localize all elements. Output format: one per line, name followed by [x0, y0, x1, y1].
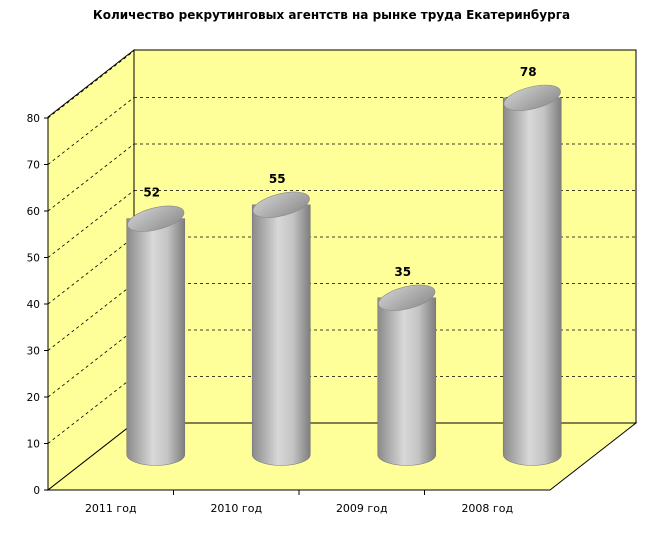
value-label: 35 — [394, 265, 411, 279]
y-tick-label: 50 — [27, 253, 40, 265]
gridline-side — [47, 143, 135, 212]
bar — [502, 84, 562, 466]
gridline-side — [47, 236, 135, 305]
y-tick-label: 10 — [27, 439, 40, 451]
gridline-side — [47, 97, 135, 165]
y-tick-label: 80 — [27, 113, 40, 125]
gridline-side — [47, 376, 135, 444]
gridline-side — [47, 283, 135, 351]
chart-title: Количество рекрутинговых агентств на рын… — [92, 8, 571, 22]
bar — [126, 205, 186, 466]
x-axis-categories: 2011 год 2010 год 2009 год 2008 год — [85, 490, 513, 515]
x-category-label: 2009 год — [336, 502, 388, 515]
x-category-label: 2010 год — [210, 502, 262, 515]
value-label: 55 — [269, 172, 286, 186]
gridlines — [47, 50, 636, 444]
value-labels: 52 55 35 78 — [143, 65, 536, 279]
bar — [377, 284, 437, 466]
bar — [251, 191, 311, 466]
gridline-side — [47, 50, 135, 119]
y-tick-label: 70 — [27, 160, 40, 172]
gridline-side — [47, 190, 135, 258]
y-axis-ticks: 0 10 20 30 40 50 60 70 80 — [27, 113, 48, 497]
x-category-label: 2011 год — [85, 502, 137, 515]
y-tick-label: 20 — [27, 392, 40, 404]
y-tick-label: 0 — [33, 485, 40, 497]
y-tick-label: 60 — [27, 206, 40, 218]
value-label: 78 — [520, 65, 537, 79]
value-label: 52 — [143, 186, 160, 200]
gridline-side — [47, 329, 135, 398]
y-tick-label: 40 — [27, 299, 40, 311]
bars — [126, 84, 562, 466]
x-category-label: 2008 год — [461, 502, 513, 515]
y-tick-label: 30 — [27, 346, 40, 358]
